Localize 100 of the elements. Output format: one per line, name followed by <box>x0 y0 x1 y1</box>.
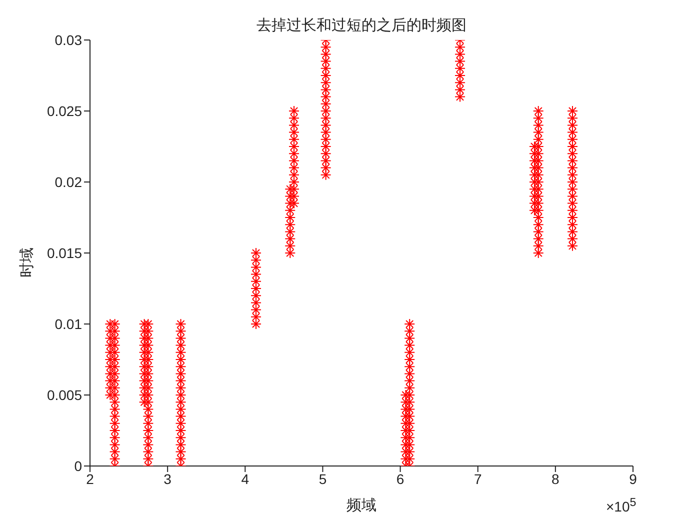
point <box>175 340 186 351</box>
point <box>288 148 300 160</box>
point <box>284 226 296 238</box>
point <box>250 318 262 330</box>
point <box>532 248 544 258</box>
point <box>532 219 544 230</box>
point <box>404 354 416 365</box>
point <box>320 77 332 88</box>
point <box>320 91 332 102</box>
y-tick-label: 0.02 <box>54 174 82 190</box>
point <box>400 418 412 429</box>
point <box>320 141 332 152</box>
point <box>404 361 416 372</box>
point <box>109 410 120 422</box>
point <box>400 453 412 464</box>
point <box>532 184 544 195</box>
point <box>284 233 296 244</box>
point <box>404 332 416 344</box>
point <box>532 120 544 131</box>
point <box>142 453 154 464</box>
point <box>532 190 544 202</box>
point <box>566 176 578 188</box>
point <box>320 169 332 180</box>
point <box>400 439 412 450</box>
point <box>175 368 186 380</box>
chart-title: 去掉过长和过短的之后的时频图 <box>256 16 468 35</box>
point <box>175 326 186 337</box>
point <box>532 112 544 124</box>
point <box>109 425 120 436</box>
point <box>404 382 416 394</box>
point <box>320 112 332 124</box>
point <box>142 425 154 436</box>
point <box>288 162 300 174</box>
point <box>320 134 332 145</box>
x-tick-label: 8 <box>552 470 560 487</box>
point <box>404 346 416 358</box>
point <box>142 439 154 450</box>
x-tick-label: 7 <box>474 470 482 487</box>
point <box>454 42 466 53</box>
point <box>250 283 262 294</box>
point <box>288 155 300 166</box>
point <box>288 126 300 138</box>
point <box>175 404 186 415</box>
point <box>532 204 544 216</box>
point <box>284 198 296 209</box>
point <box>532 155 544 166</box>
point <box>142 404 154 415</box>
point <box>404 375 416 386</box>
point <box>284 248 296 258</box>
point <box>175 396 186 408</box>
point <box>142 432 154 444</box>
point <box>288 141 300 152</box>
point <box>175 361 186 372</box>
point <box>320 70 332 81</box>
point <box>532 126 544 138</box>
point <box>320 155 332 166</box>
point <box>109 418 120 429</box>
point <box>404 326 416 337</box>
point <box>532 240 544 252</box>
x-tick-label: 4 <box>241 470 250 487</box>
point <box>109 404 120 415</box>
point <box>284 184 296 195</box>
point <box>320 106 332 116</box>
x-tick-label: 9 <box>629 470 638 487</box>
point <box>175 346 186 358</box>
point <box>532 226 544 238</box>
point <box>454 84 466 96</box>
point <box>288 169 300 180</box>
point <box>532 106 544 116</box>
point <box>532 169 544 180</box>
point <box>175 318 186 330</box>
point <box>288 106 300 116</box>
point <box>320 42 332 53</box>
point <box>404 340 416 351</box>
point <box>288 176 300 188</box>
point <box>566 212 578 223</box>
point <box>320 162 332 174</box>
point <box>454 62 466 74</box>
text: ×10$^{5}$ <box>606 496 636 515</box>
point <box>320 48 332 60</box>
point <box>109 453 120 464</box>
point <box>109 432 120 444</box>
point <box>532 162 544 174</box>
point <box>532 212 544 223</box>
point <box>288 120 300 131</box>
y-tick-label: 0.005 <box>46 386 82 403</box>
point <box>109 439 120 450</box>
x-tick-label: 6 <box>396 470 404 487</box>
point <box>288 134 300 145</box>
point <box>175 382 186 394</box>
point <box>320 98 332 110</box>
point <box>566 106 578 116</box>
point <box>284 204 296 216</box>
point <box>175 446 186 458</box>
point <box>400 410 412 422</box>
point <box>284 190 296 202</box>
x-tick-label: 2 <box>86 470 94 487</box>
point <box>320 56 332 67</box>
y-tick-label: 0.015 <box>46 244 82 261</box>
point <box>400 396 412 408</box>
